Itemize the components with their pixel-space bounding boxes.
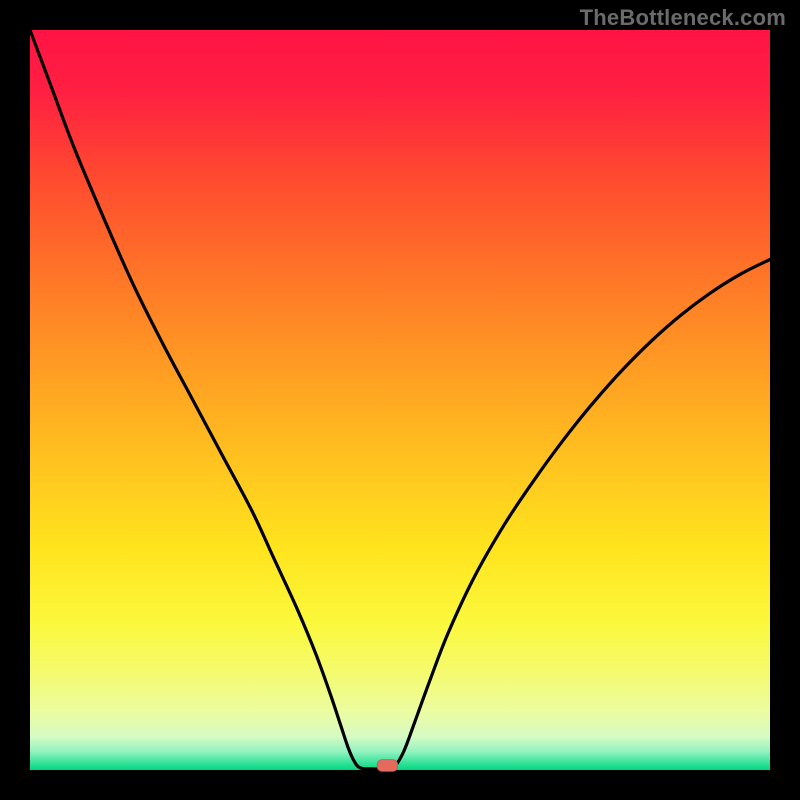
bottleneck-marker — [377, 760, 398, 772]
bottleneck-chart — [0, 0, 800, 800]
plot-area — [30, 30, 770, 770]
watermark-text: TheBottleneck.com — [580, 5, 786, 31]
